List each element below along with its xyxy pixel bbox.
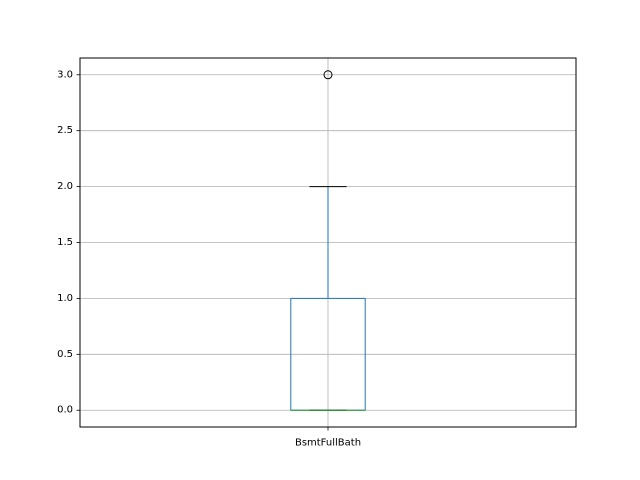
x-tick-label: BsmtFullBath: [295, 438, 361, 449]
x-axis-ticks: BsmtFullBath: [295, 427, 361, 449]
y-tick-label: 0.5: [57, 349, 73, 360]
y-tick-label: 1.5: [57, 237, 73, 248]
outlier-point: [323, 70, 333, 80]
box-plot-marks: [290, 70, 366, 411]
y-tick-label: 0.0: [57, 405, 73, 416]
y-tick-label: 2.5: [57, 125, 73, 136]
axes-frame: [79, 57, 577, 428]
y-tick-label: 3.0: [57, 69, 73, 80]
y-tick-label: 2.0: [57, 181, 73, 192]
y-axis-ticks: 0.0 0.5 1.0 1.5 2.0 2.5 3.0: [57, 69, 80, 416]
y-tick-label: 1.0: [57, 293, 73, 304]
